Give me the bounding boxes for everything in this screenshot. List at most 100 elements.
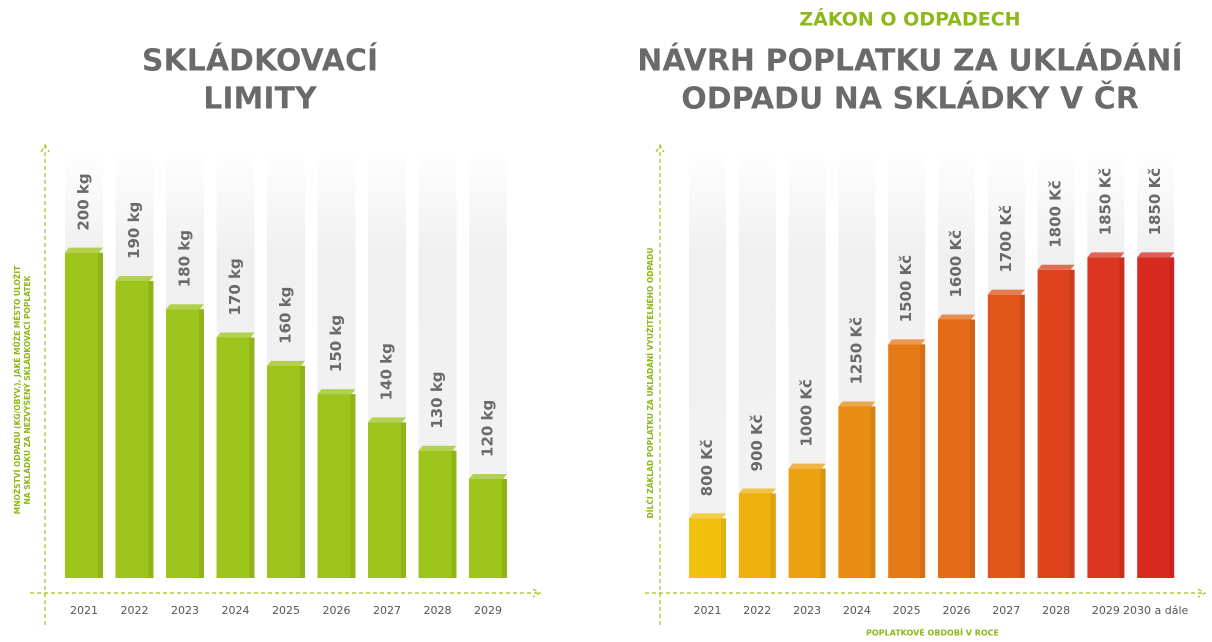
x-axis bbox=[645, 588, 1207, 598]
value-label: 120 kg bbox=[479, 400, 497, 457]
x-tick-label: 2027 bbox=[992, 604, 1020, 617]
value-label: 1500 Kč bbox=[897, 255, 915, 323]
bar bbox=[65, 252, 103, 578]
bar-shade bbox=[451, 450, 457, 578]
bar-column-bg bbox=[689, 148, 726, 578]
bar-cap bbox=[987, 289, 1025, 295]
bar-cap bbox=[115, 275, 154, 281]
value-label: 1250 Kč bbox=[847, 317, 865, 385]
bar-cap bbox=[738, 488, 776, 494]
bar-shade bbox=[502, 478, 507, 578]
chart-title: ODPADU NA SKLÁDKY V ČR bbox=[681, 80, 1139, 117]
bar-shade bbox=[870, 406, 876, 578]
bar bbox=[838, 406, 876, 578]
bar bbox=[267, 365, 305, 578]
y-axis-label: NA SKLÁDKU ZA NEZVÝŠENÝ SKLÁDKOVACÍ POPL… bbox=[23, 274, 32, 504]
bar-shade bbox=[1019, 294, 1025, 578]
bar-shade bbox=[1069, 269, 1075, 578]
bar-cap bbox=[166, 304, 204, 310]
x-axis-label: POPLATKOVÉ OBDOBÍ V ROCE bbox=[866, 627, 999, 638]
x-axis bbox=[30, 588, 542, 598]
bar-cap bbox=[216, 332, 255, 338]
bar bbox=[368, 422, 406, 578]
value-label: 1850 Kč bbox=[1146, 168, 1164, 236]
x-tick-label: 2026 bbox=[943, 604, 971, 617]
x-tick-label: 2029 bbox=[474, 604, 502, 617]
bar-cap bbox=[1137, 252, 1175, 258]
x-tick-label: 2022 bbox=[743, 604, 771, 617]
bar-shade bbox=[1169, 257, 1175, 578]
bar-cap bbox=[368, 417, 406, 423]
bar-cap bbox=[689, 513, 726, 519]
bar-cap bbox=[788, 463, 826, 469]
bar bbox=[469, 478, 507, 578]
y-axis-label: MNOŽSTVÍ ODPADU (KG/OBYV.), JAKÉ MŮŽE MĚ… bbox=[13, 265, 22, 514]
value-label: 170 kg bbox=[226, 258, 244, 315]
value-label: 200 kg bbox=[75, 173, 93, 230]
bar bbox=[788, 468, 826, 578]
bar-shade bbox=[148, 280, 154, 578]
bar-cap bbox=[888, 339, 926, 345]
value-label: 1850 Kč bbox=[1096, 168, 1114, 236]
value-label: 180 kg bbox=[176, 230, 194, 287]
bar bbox=[216, 337, 255, 578]
bar-shade bbox=[920, 344, 926, 578]
bar-shade bbox=[249, 337, 255, 578]
chart-title: SKLÁDKOVACÍ bbox=[142, 43, 378, 79]
x-tick-label: 2026 bbox=[323, 604, 351, 617]
bar-shade bbox=[350, 394, 356, 578]
chart-title: NÁVRH POPLATKU ZA UKLÁDÁNÍ bbox=[637, 43, 1182, 79]
bar-cap bbox=[469, 473, 507, 479]
x-tick-label: 2025 bbox=[893, 604, 921, 617]
x-tick-label: 2021 bbox=[70, 604, 98, 617]
bar-shade bbox=[98, 252, 103, 578]
x-tick-label: 2024 bbox=[222, 604, 250, 617]
bar-shade bbox=[970, 319, 975, 578]
bar bbox=[738, 493, 776, 578]
bar-cap bbox=[65, 247, 103, 253]
value-label: 130 kg bbox=[428, 371, 446, 428]
bar bbox=[1037, 269, 1075, 578]
bar bbox=[689, 518, 726, 578]
bar bbox=[1087, 257, 1125, 578]
value-label: 140 kg bbox=[378, 343, 396, 400]
x-tick-label: 2029 bbox=[1092, 604, 1120, 617]
value-label: 1000 Kč bbox=[798, 379, 816, 447]
bar-shade bbox=[721, 518, 726, 578]
value-label: 1700 Kč bbox=[997, 205, 1015, 273]
x-tick-label: 2022 bbox=[121, 604, 149, 617]
x-tick-label: 2025 bbox=[272, 604, 300, 617]
bar-cap bbox=[317, 389, 356, 395]
value-label: 1600 Kč bbox=[947, 230, 965, 298]
bar-shade bbox=[401, 422, 406, 578]
bar bbox=[166, 309, 204, 578]
bar-cap bbox=[267, 360, 305, 366]
x-tick-label: 2027 bbox=[373, 604, 401, 617]
chart-title: LIMITY bbox=[203, 82, 318, 117]
bar-shade bbox=[199, 309, 204, 578]
x-tick-label: 2021 bbox=[694, 604, 722, 617]
bar-shade bbox=[770, 493, 776, 578]
value-label: 1800 Kč bbox=[1047, 180, 1065, 248]
y-axis bbox=[655, 143, 665, 625]
bar-shade bbox=[300, 365, 305, 578]
bar-shade bbox=[820, 468, 826, 578]
x-tick-label: 2024 bbox=[843, 604, 871, 617]
bar bbox=[317, 394, 356, 578]
x-tick-label: 2023 bbox=[793, 604, 821, 617]
value-label: 150 kg bbox=[327, 315, 345, 372]
bar-cap bbox=[1037, 264, 1075, 270]
y-axis-label: DÍLČÍ ZÁKLAD POPLATKU ZA UKLÁDÁNÍ VYUŽIT… bbox=[646, 248, 655, 519]
bar bbox=[938, 319, 975, 578]
bar bbox=[418, 450, 457, 578]
bar-cap bbox=[418, 445, 457, 451]
value-label: 900 Kč bbox=[748, 414, 766, 471]
bar bbox=[1137, 257, 1175, 578]
bar bbox=[888, 344, 926, 578]
bar-shade bbox=[1119, 257, 1125, 578]
value-label: 160 kg bbox=[277, 287, 295, 344]
x-tick-label: 2028 bbox=[1042, 604, 1070, 617]
x-tick-label: 2023 bbox=[171, 604, 199, 617]
value-label: 800 Kč bbox=[698, 439, 716, 496]
